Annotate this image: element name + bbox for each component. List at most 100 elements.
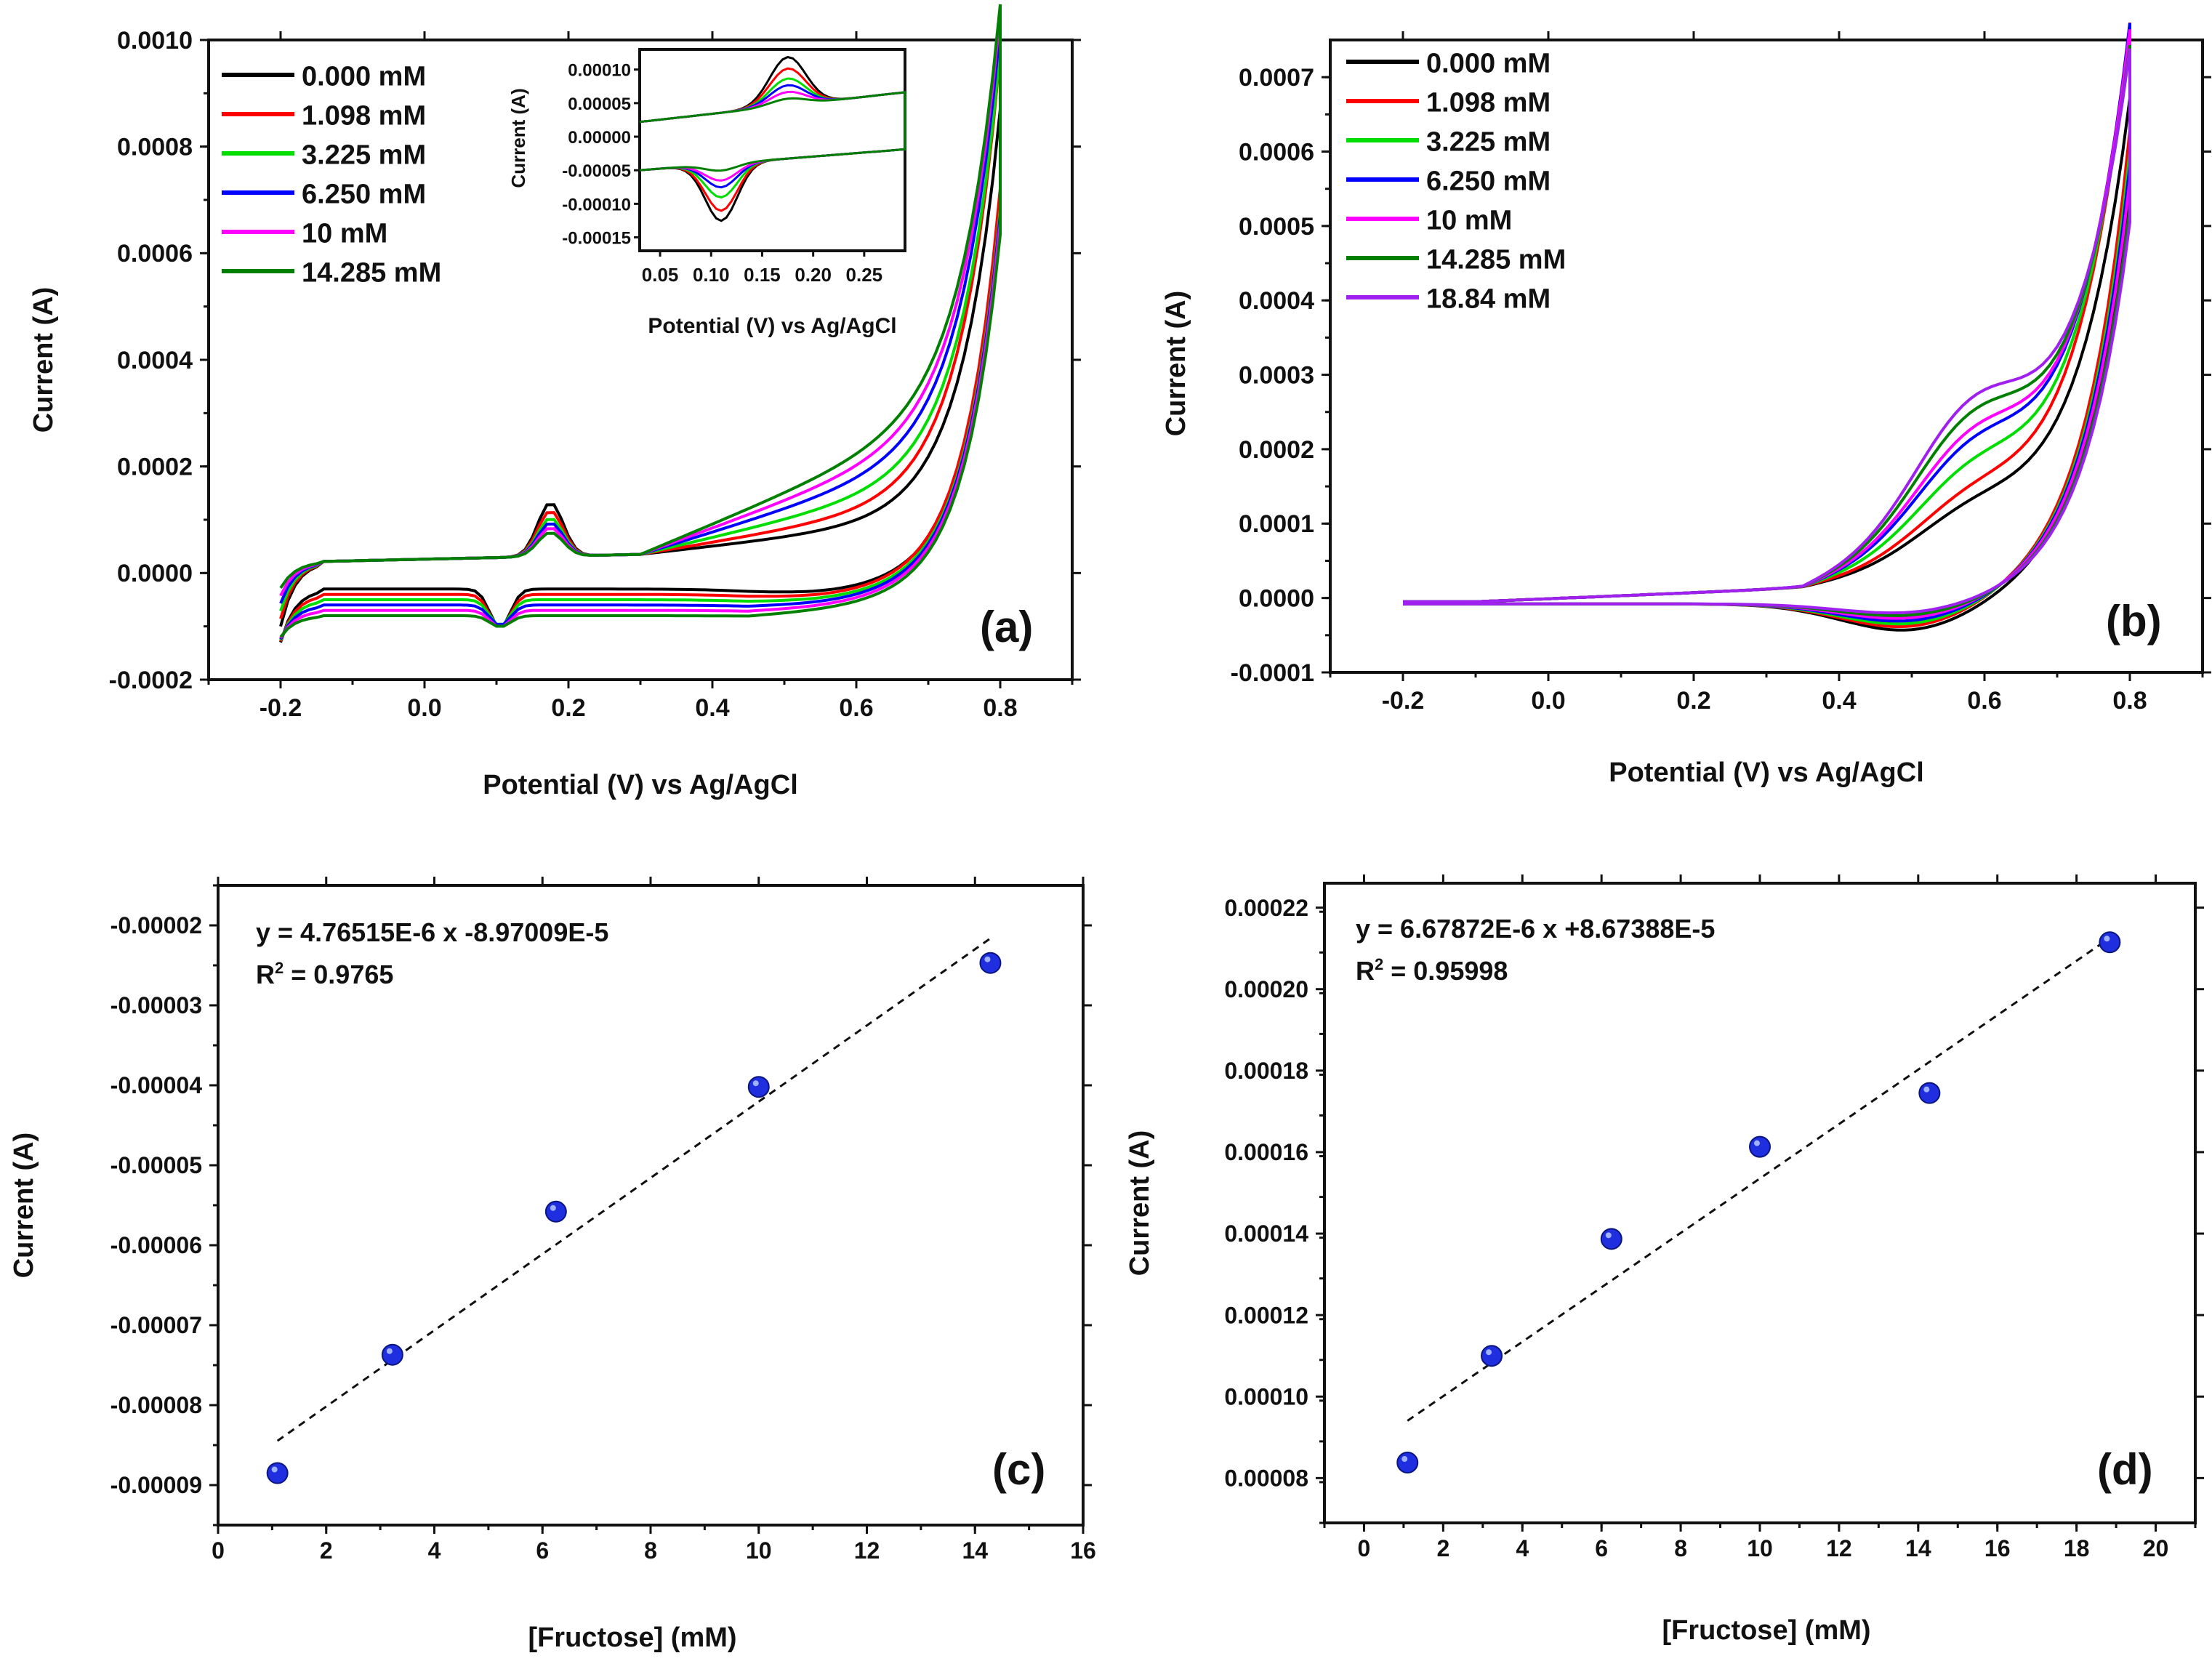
x-tick-label: 0.6 — [839, 694, 873, 722]
y-tick-label: 0.0001 — [1239, 510, 1314, 538]
data-point — [1749, 1135, 1771, 1158]
data-point — [747, 1076, 770, 1098]
x-tick-label: 6 — [536, 1537, 549, 1564]
inset-x-tick-label: 0.10 — [693, 264, 730, 286]
panel-label: (d) — [2097, 1445, 2153, 1494]
y-tick-label: -0.00003 — [110, 992, 202, 1018]
data-point — [979, 952, 1002, 974]
panel-label: (c) — [992, 1445, 1045, 1494]
x-tick-label: 12 — [854, 1537, 880, 1564]
x-tick-label: 0.0 — [407, 694, 441, 722]
r-squared-prefix: R — [256, 960, 275, 989]
data-point-highlight — [1605, 1232, 1612, 1239]
data-point-highlight — [1401, 1456, 1408, 1463]
y-tick-label: 0.0002 — [117, 454, 193, 481]
legend-label: 14.285 mM — [1426, 244, 1566, 275]
inset-x-tick-label: 0.15 — [744, 264, 781, 286]
y-tick-label: 0.0006 — [117, 240, 193, 268]
x-axis-label: Potential (V) vs Ag/AgCl — [483, 770, 798, 800]
r-squared: R2 = 0.95998 — [1356, 955, 1508, 986]
legend-label: 18.84 mM — [1426, 283, 1551, 314]
r-squared-sup: 2 — [1375, 955, 1383, 973]
x-axis-label: [Fructose] (mM) — [1662, 1615, 1870, 1646]
inset-x-axis-label: Potential (V) vs Ag/AgCl — [648, 314, 896, 338]
r-squared: R2 = 0.9765 — [256, 959, 393, 989]
data-point-highlight — [550, 1205, 556, 1211]
y-tick-label: 0.0007 — [1239, 64, 1314, 92]
r-squared-value: = 0.95998 — [1383, 956, 1508, 986]
x-tick-label: 0.4 — [695, 694, 729, 722]
data-point — [2099, 931, 2121, 954]
data-point-highlight — [752, 1080, 759, 1087]
inset-x-tick-label: 0.05 — [642, 264, 679, 286]
x-tick-label: 16 — [1070, 1537, 1096, 1564]
x-tick-label: 0.8 — [2112, 687, 2147, 715]
inset-y-tick-label: 0.00010 — [568, 61, 631, 81]
legend-label: 10 mM — [302, 218, 387, 249]
r-squared-sup: 2 — [275, 959, 283, 977]
inset-y-tick-label: -0.00010 — [562, 195, 631, 214]
y-tick-label: 0.00016 — [1224, 1139, 1308, 1165]
y-tick-label: 0.0000 — [1239, 585, 1314, 613]
inset-x-tick-label: 0.20 — [795, 264, 832, 286]
data-point — [266, 1462, 289, 1484]
data-point-highlight — [1486, 1349, 1492, 1356]
data-point — [1481, 1345, 1503, 1367]
x-tick-label: 10 — [746, 1537, 772, 1564]
x-tick-label: 16 — [1984, 1535, 2011, 1561]
x-tick-label: 0.0 — [1531, 687, 1565, 715]
y-tick-label: 0.00018 — [1224, 1058, 1308, 1084]
inset-x-tick-label: 0.25 — [846, 264, 883, 286]
panel-label: (a) — [980, 603, 1033, 651]
panel-b: -0.2 0.0 0.2 0.4 0.6 0.8 -0.0001 0.0000 0.0001 0.… — [1161, 22, 2211, 788]
x-tick-label: 0.8 — [983, 694, 1017, 722]
x-tick-label: 4 — [428, 1537, 441, 1564]
y-tick-label: -0.00006 — [110, 1232, 202, 1258]
x-tick-label: 8 — [644, 1537, 657, 1564]
y-axis-label: Current (A) — [9, 1133, 39, 1279]
data-point-highlight — [2104, 936, 2110, 942]
y-tick-label: 0.00010 — [1224, 1383, 1308, 1409]
y-tick-label: -0.00008 — [110, 1392, 202, 1418]
y-tick-label: 0.0004 — [1239, 287, 1314, 315]
x-tick-label: 0 — [1358, 1535, 1371, 1561]
data-point — [1396, 1452, 1419, 1474]
y-axis-label: Current (A) — [1125, 1130, 1155, 1276]
y-tick-label: -0.00004 — [110, 1072, 203, 1098]
y-axis-label: Current (A) — [1161, 291, 1191, 437]
cv-curve-6 — [1403, 48, 2131, 615]
data-point — [1600, 1228, 1622, 1250]
legend-label: 3.225 mM — [302, 140, 426, 170]
panel-d: 0 2 4 6 8 10 12 14 16 18 20 0.00008 0.00010 0.00012 0.… — [1125, 874, 2204, 1646]
y-tick-label: 0.0010 — [117, 27, 193, 55]
data-point — [1918, 1082, 1941, 1104]
x-tick-label: 0.4 — [1822, 687, 1856, 715]
y-tick-label: 0.00008 — [1224, 1465, 1308, 1492]
x-tick-label: 8 — [1674, 1535, 1687, 1561]
y-tick-label: 0.0006 — [1239, 138, 1314, 166]
x-tick-label: -0.2 — [1382, 687, 1425, 715]
legend-label: 0.000 mM — [1426, 48, 1551, 79]
x-axis-label: [Fructose] (mM) — [528, 1622, 736, 1653]
y-tick-label: -0.0002 — [109, 667, 193, 694]
y-tick-label: -0.00007 — [110, 1312, 202, 1338]
x-axis-label: Potential (V) vs Ag/AgCl — [1609, 757, 1924, 788]
y-tick-label: 0.0005 — [1239, 213, 1314, 241]
y-tick-label: -0.00002 — [110, 912, 202, 938]
fit-line — [276, 937, 992, 1442]
x-tick-label: 0.2 — [1676, 687, 1710, 715]
x-tick-label: 0 — [212, 1537, 225, 1564]
legend-label: 6.250 mM — [302, 179, 426, 209]
x-tick-label: 0.2 — [551, 694, 585, 722]
x-tick-label: 20 — [2143, 1535, 2169, 1561]
x-tick-label: 2 — [1436, 1535, 1449, 1561]
inset-y-tick-label: -0.00015 — [562, 229, 631, 249]
y-tick-label: 0.0000 — [117, 560, 193, 587]
data-point-highlight — [271, 1466, 278, 1473]
data-point-highlight — [984, 956, 991, 962]
cv-curve-5 — [279, 4, 1002, 638]
inset-curve-5 — [639, 91, 906, 172]
y-tick-label: 0.0002 — [1239, 436, 1314, 464]
y-tick-label: 0.00014 — [1224, 1220, 1308, 1247]
